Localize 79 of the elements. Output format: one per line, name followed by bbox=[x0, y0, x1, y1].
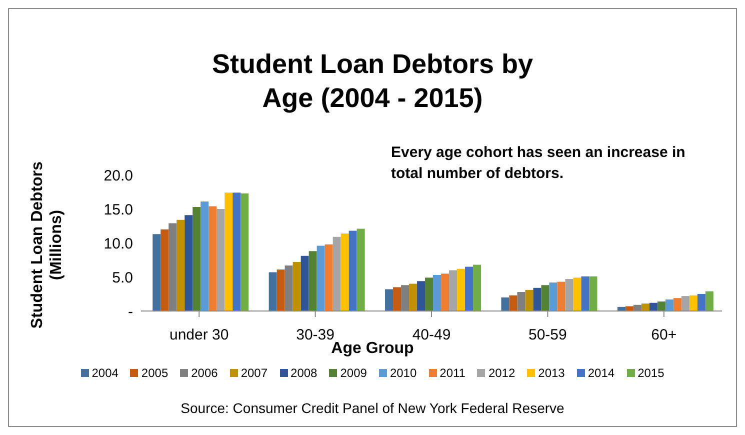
bar bbox=[356, 228, 365, 311]
legend-label: 2006 bbox=[190, 366, 218, 380]
bar bbox=[433, 274, 442, 311]
bar bbox=[268, 272, 277, 311]
bar bbox=[232, 192, 241, 311]
bar bbox=[160, 229, 169, 311]
chart-title: Student Loan Debtors by Age (2004 - 2015) bbox=[210, 48, 534, 115]
y-tick-label: - bbox=[128, 303, 133, 320]
bar bbox=[425, 278, 434, 311]
bar bbox=[641, 304, 650, 311]
legend-label: 2004 bbox=[90, 366, 118, 380]
bar bbox=[224, 192, 233, 311]
bar bbox=[673, 298, 682, 311]
legend-label: 2009 bbox=[339, 366, 367, 380]
bar bbox=[565, 279, 574, 311]
bar bbox=[308, 251, 317, 311]
legend-label: 2015 bbox=[636, 366, 664, 380]
bar bbox=[589, 276, 598, 311]
bar bbox=[689, 295, 698, 311]
bar bbox=[525, 290, 534, 311]
bar bbox=[697, 294, 706, 311]
bar bbox=[473, 264, 482, 311]
bar bbox=[533, 288, 542, 311]
bar bbox=[665, 299, 674, 311]
bar bbox=[348, 230, 357, 311]
legend-label: 2014 bbox=[586, 366, 615, 380]
legend-label: 2013 bbox=[537, 366, 565, 380]
bar bbox=[393, 287, 402, 311]
bar bbox=[292, 262, 301, 311]
bar bbox=[324, 244, 333, 311]
annotation: Every age cohort has seen an increase in total number of debtors. bbox=[391, 143, 686, 184]
bar bbox=[200, 202, 209, 311]
y-axis-title: Student Loan Debtors (Millions) bbox=[28, 160, 66, 331]
bar bbox=[649, 302, 658, 311]
bar bbox=[192, 206, 201, 311]
bar bbox=[705, 291, 714, 311]
y-tick-label: 15.0 bbox=[104, 201, 133, 218]
source-note: Source: Consumer Credit Panel of New York Federal Reserve bbox=[180, 400, 566, 416]
bar bbox=[216, 209, 225, 311]
bar bbox=[549, 282, 558, 311]
bar bbox=[465, 266, 474, 311]
bar bbox=[385, 289, 394, 311]
bar bbox=[509, 295, 518, 311]
y-tick-label: 5.0 bbox=[112, 269, 133, 286]
bar bbox=[300, 256, 309, 311]
bar bbox=[332, 236, 341, 311]
bar bbox=[449, 270, 458, 311]
bar bbox=[581, 276, 590, 311]
bar bbox=[501, 297, 510, 311]
bar bbox=[184, 215, 193, 311]
bar bbox=[457, 268, 466, 311]
bar bbox=[573, 278, 582, 311]
bar bbox=[681, 296, 690, 311]
bar bbox=[409, 284, 418, 311]
bar bbox=[557, 282, 566, 311]
legend-label: 2008 bbox=[290, 366, 318, 380]
bar bbox=[316, 246, 325, 311]
legend-label: 2005 bbox=[140, 366, 168, 380]
bar bbox=[657, 301, 666, 311]
bar bbox=[176, 220, 185, 311]
bar bbox=[276, 270, 285, 311]
y-tick-label: 20.0 bbox=[104, 167, 133, 184]
y-tick-label: 10.0 bbox=[104, 235, 133, 252]
bar bbox=[541, 285, 550, 311]
bar bbox=[152, 234, 161, 311]
legend-label: 2012 bbox=[487, 366, 516, 380]
bar bbox=[208, 206, 217, 311]
bar bbox=[417, 281, 426, 311]
legend-label: 2010 bbox=[388, 366, 417, 380]
x-tick-label: 40-49 bbox=[412, 326, 451, 344]
legend-label: 2011 bbox=[438, 366, 466, 380]
x-tick-label: under 30 bbox=[169, 326, 229, 344]
bar bbox=[240, 193, 249, 311]
bar bbox=[441, 274, 450, 311]
x-tick-label: 60+ bbox=[651, 326, 677, 344]
bar bbox=[340, 233, 349, 311]
x-tick-label: 50-59 bbox=[528, 326, 567, 344]
bar bbox=[625, 306, 634, 311]
legend-label: 2007 bbox=[240, 366, 268, 380]
